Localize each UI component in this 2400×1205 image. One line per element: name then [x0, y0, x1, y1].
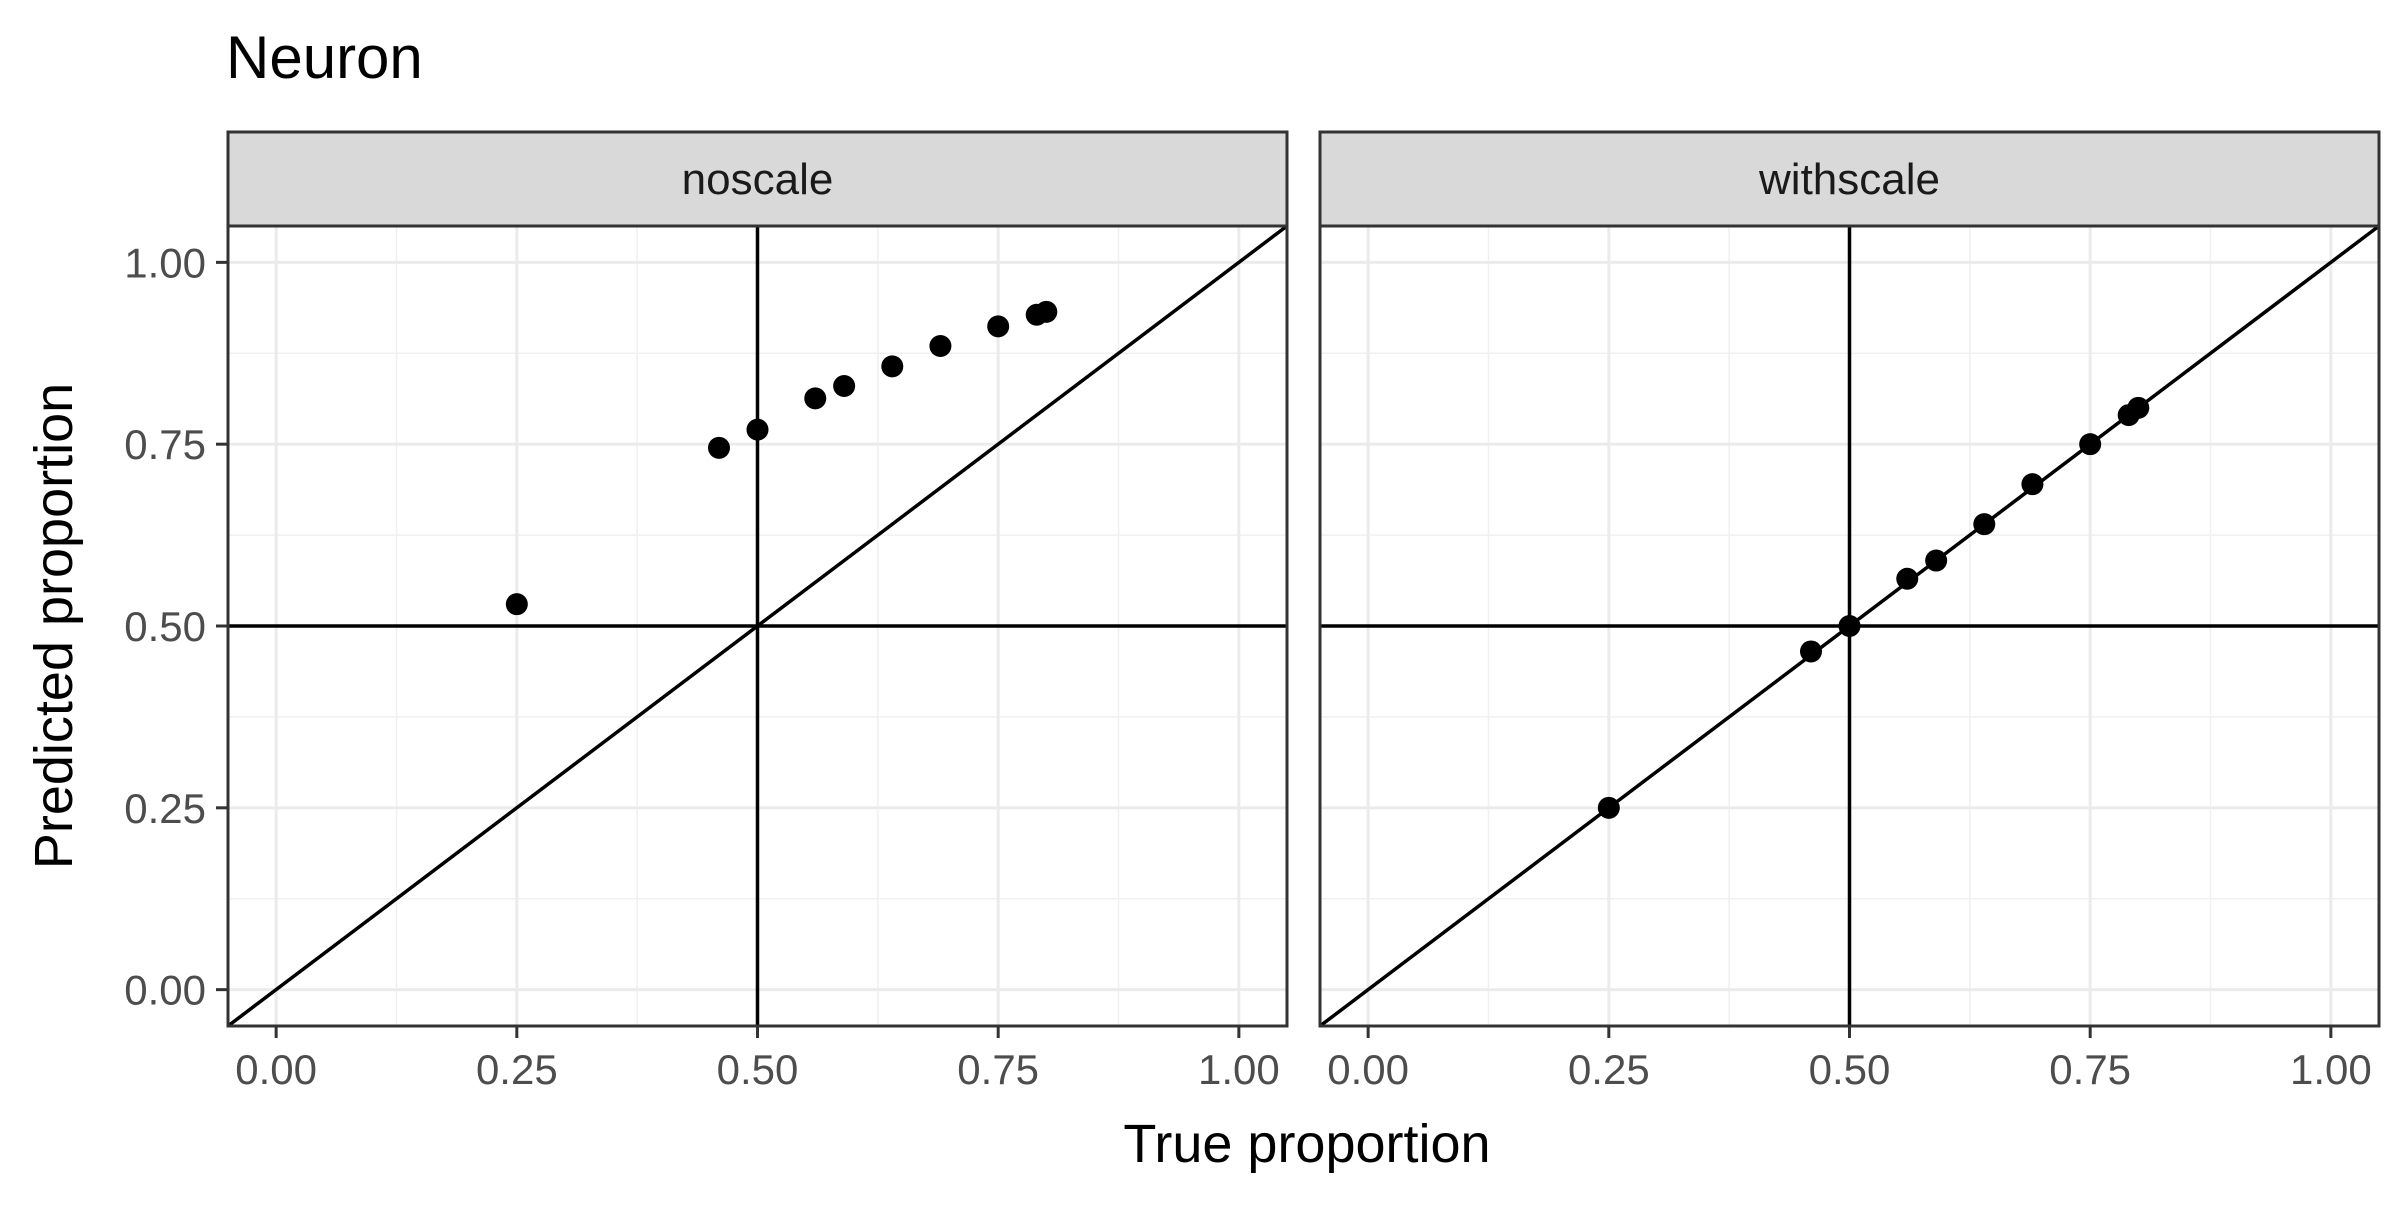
y-tick-label: 0.00 — [124, 967, 206, 1014]
x-tick-label: 0.50 — [717, 1046, 799, 1093]
data-point — [1838, 615, 1861, 637]
data-point — [929, 335, 952, 357]
panels: noscale 0.00 0.25 0.50 0.75 1.00 0.00 0.25 0.50 0… — [124, 130, 2381, 1093]
x-tick-label: 0.75 — [2049, 1046, 2131, 1093]
data-point — [1597, 796, 1620, 819]
data-point — [2079, 433, 2102, 456]
x-tick-label: 1.00 — [2290, 1046, 2372, 1093]
y-axis-label: Predicted proportion — [24, 383, 84, 869]
x-tick-label: 1.00 — [1198, 1046, 1280, 1093]
data-point — [1896, 567, 1919, 590]
facet-strip — [1318, 130, 2381, 228]
panel-noscale: noscale 0.00 0.25 0.50 0.75 1.00 0.00 0.25 0.50 0… — [124, 130, 1289, 1093]
data-point — [2127, 396, 2150, 419]
facet-strip-label: noscale — [682, 155, 834, 204]
data-point — [987, 315, 1010, 338]
x-tick-label: 0.50 — [1809, 1046, 1891, 1093]
x-tick-label: 0.25 — [1568, 1046, 1650, 1093]
data-point — [833, 375, 856, 397]
x-tick-label: 0.00 — [1327, 1046, 1409, 1093]
facet-strip-label: withscale — [1758, 155, 1940, 204]
panel-withscale: withscale 0.00 0.25 0.50 0.75 1.00 — [1318, 130, 2381, 1093]
data-point — [2021, 473, 2044, 496]
y-tick-label: 0.50 — [124, 603, 206, 650]
y-tick-label: 0.75 — [124, 421, 206, 468]
x-tick-label: 0.00 — [235, 1046, 317, 1093]
facet-strip — [226, 130, 1289, 228]
data-point — [707, 436, 730, 459]
x-tick-label: 0.25 — [476, 1046, 558, 1093]
y-tick-label: 1.00 — [124, 239, 206, 286]
data-point — [1035, 300, 1058, 323]
data-point — [1925, 549, 1948, 572]
x-tick-label: 0.75 — [957, 1046, 1039, 1093]
data-point — [1799, 640, 1822, 663]
data-point — [505, 593, 528, 616]
data-point — [1973, 513, 1996, 536]
chart-title: Neuron — [226, 24, 423, 91]
data-point — [804, 387, 827, 410]
y-tick-label: 0.25 — [124, 785, 206, 832]
data-point — [881, 355, 904, 378]
reference-diagonal — [226, 224, 1289, 1028]
x-axis-label: True proportion — [1123, 1114, 1490, 1174]
data-point — [746, 418, 769, 441]
